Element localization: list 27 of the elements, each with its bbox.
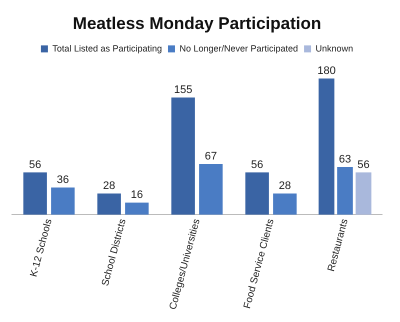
bar: [273, 194, 297, 215]
bar: [171, 97, 195, 215]
data-label: 155: [174, 84, 192, 96]
bar: [199, 164, 223, 215]
legend-label: Total Listed as Participating: [52, 43, 162, 54]
data-label: 56: [251, 158, 264, 171]
data-label: 28: [103, 180, 116, 192]
bar: [245, 172, 269, 215]
bar: [356, 172, 372, 215]
chart-title: Meatless Monday Participation: [72, 14, 322, 33]
legend-label: Unknown: [316, 43, 354, 54]
x-tick-label: School Districts: [100, 218, 129, 288]
data-label: 180: [317, 65, 336, 78]
legend-label: No Longer/Never Participated: [179, 43, 298, 54]
data-label: 36: [56, 174, 69, 186]
bar: [23, 172, 47, 215]
data-label: 63: [338, 154, 352, 166]
bar: [97, 194, 121, 215]
bar: [51, 187, 75, 215]
data-label: 28: [278, 180, 291, 192]
x-tick-label: Food Service Clients: [242, 218, 277, 310]
x-tick-label: K-12 Schools: [28, 218, 55, 278]
data-label: 16: [130, 189, 143, 202]
data-label: 67: [204, 150, 217, 163]
bar: [125, 202, 149, 215]
data-label: 56: [357, 158, 370, 171]
data-label: 56: [29, 158, 42, 171]
